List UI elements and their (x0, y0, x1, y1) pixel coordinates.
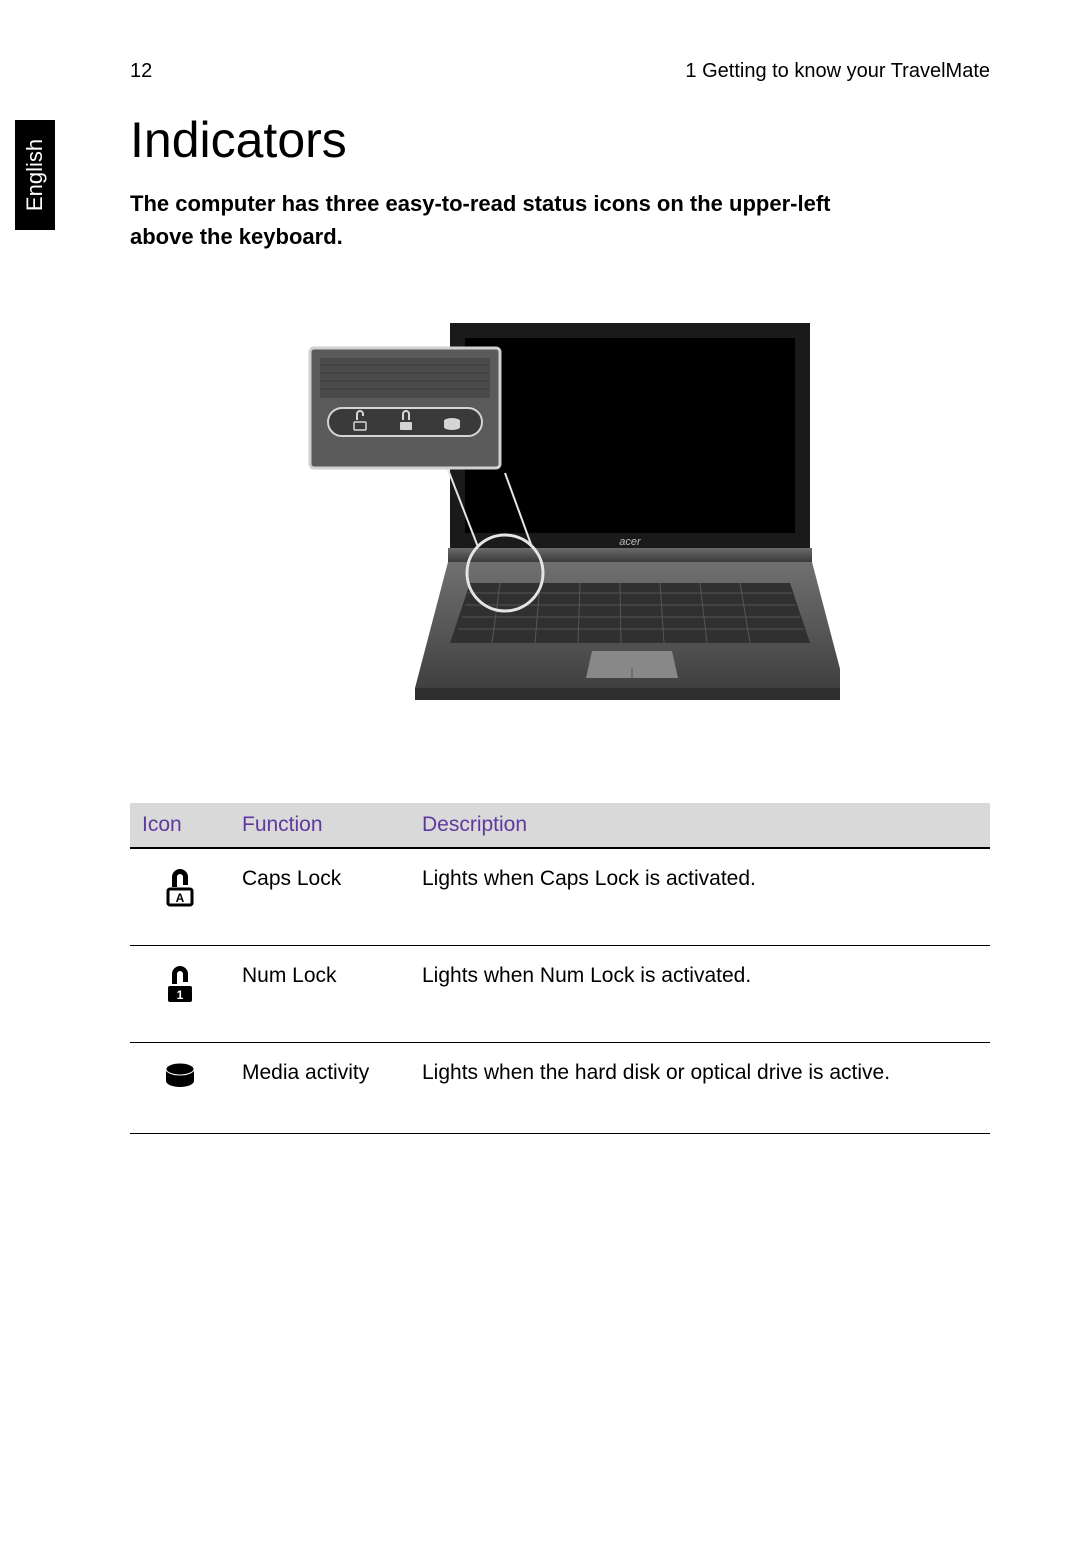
media-activity-icon (162, 1061, 198, 1095)
indicator-callout (310, 348, 500, 468)
col-icon: Icon (130, 803, 230, 848)
brand-text: acer (619, 536, 642, 548)
indicators-table: Icon Function Description A Caps Lock Li… (130, 803, 990, 1134)
icon-cell: A (130, 848, 230, 946)
description-cell: Lights when the hard disk or optical dri… (410, 1043, 990, 1134)
table-header-row: Icon Function Description (130, 803, 990, 848)
laptop-figure: acer (130, 293, 990, 733)
manual-page: English 12 1 Getting to know your Travel… (0, 0, 1080, 1549)
section-heading: Indicators (130, 111, 990, 169)
svg-text:1: 1 (177, 988, 184, 1002)
description-cell: Lights when Caps Lock is activated. (410, 848, 990, 946)
chapter-title: 1 Getting to know your TravelMate (685, 60, 990, 83)
language-tab-label: English (22, 139, 48, 211)
icon-cell (130, 1043, 230, 1134)
col-function: Function (230, 803, 410, 848)
function-cell: Caps Lock (230, 848, 410, 946)
page-header: 12 1 Getting to know your TravelMate (130, 60, 990, 83)
function-cell: Media activity (230, 1043, 410, 1134)
table-row: 1 Num Lock Lights when Num Lock is activ… (130, 946, 990, 1043)
laptop-base (415, 562, 840, 700)
intro-paragraph: The computer has three easy-to-read stat… (130, 187, 890, 253)
icon-cell: 1 (130, 946, 230, 1043)
page-number: 12 (130, 60, 152, 83)
table-row: Media activity Lights when the hard disk… (130, 1043, 990, 1134)
table-row: A Caps Lock Lights when Caps Lock is act… (130, 848, 990, 946)
svg-text:A: A (176, 891, 185, 905)
caps-lock-icon: A (162, 867, 198, 907)
num-lock-icon: 1 (162, 964, 198, 1004)
col-description: Description (410, 803, 990, 848)
description-cell: Lights when Num Lock is activated. (410, 946, 990, 1043)
function-cell: Num Lock (230, 946, 410, 1043)
laptop-lid: acer (448, 323, 812, 562)
laptop-illustration: acer (280, 293, 840, 733)
language-tab: English (15, 120, 55, 230)
